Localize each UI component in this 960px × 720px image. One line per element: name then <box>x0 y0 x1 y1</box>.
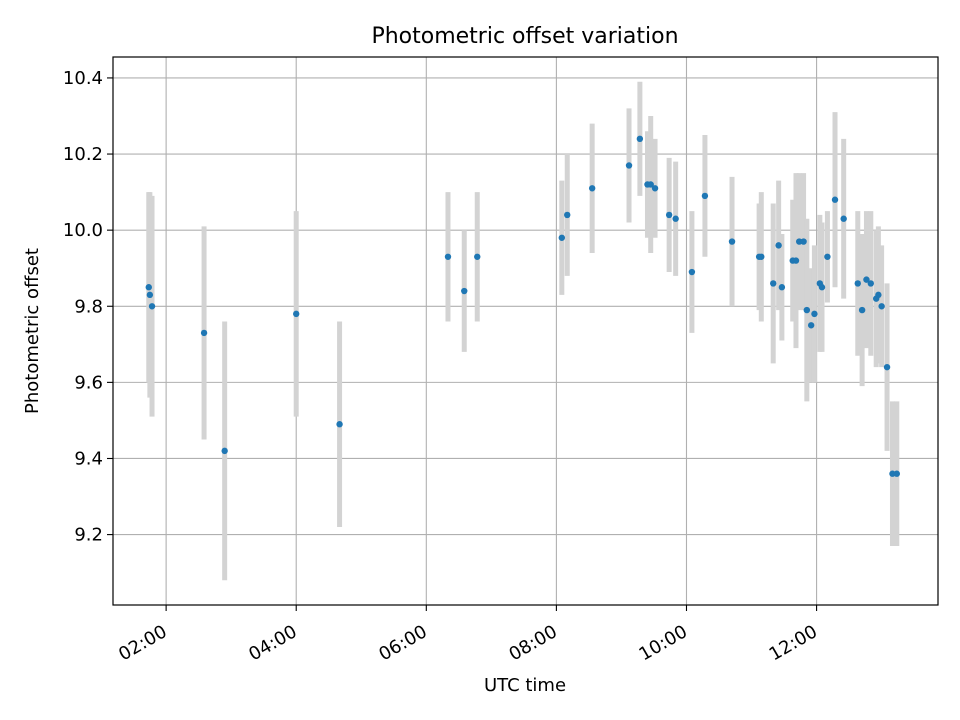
chart-title: Photometric offset variation <box>371 24 678 49</box>
data-point <box>775 242 782 249</box>
data-point <box>811 310 818 318</box>
data-point <box>818 284 826 291</box>
data-point <box>840 215 847 222</box>
data-point <box>474 253 481 260</box>
data-point <box>758 253 765 260</box>
data-point <box>647 181 654 188</box>
y-tick-label: 9.6 <box>74 372 103 393</box>
data-point <box>564 211 571 219</box>
y-axis-ticks: 9.2 9.4 9.6 9.8 10.0 10.2 10.4 <box>63 68 113 546</box>
data-point <box>778 284 786 291</box>
data-point <box>688 268 696 276</box>
data-point <box>728 238 736 245</box>
data-point <box>200 329 208 337</box>
data-point <box>146 291 154 299</box>
data-point <box>636 135 644 143</box>
y-tick-label: 10.4 <box>63 68 103 89</box>
data-point <box>293 310 300 318</box>
y-tick-label: 10.2 <box>63 144 103 165</box>
data-point <box>770 280 777 287</box>
data-point <box>701 192 709 200</box>
x-axis-label: UTC time <box>484 675 566 696</box>
data-point <box>672 215 679 222</box>
data-point <box>854 280 861 287</box>
y-tick-label: 9.4 <box>74 448 103 469</box>
data-point <box>665 211 673 219</box>
data-point <box>148 303 156 310</box>
data-point <box>831 196 839 203</box>
data-point <box>863 276 870 283</box>
data-point <box>221 447 228 455</box>
data-point <box>792 257 800 264</box>
data-point <box>875 291 882 299</box>
y-tick-label: 9.8 <box>74 296 103 317</box>
data-point <box>651 185 659 192</box>
data-point <box>893 470 901 477</box>
y-axis-label: Photometric offset <box>22 248 43 414</box>
plot-frame <box>112 56 939 606</box>
data-point <box>558 234 566 241</box>
data-point <box>867 280 874 287</box>
data-point <box>883 363 891 371</box>
data-point <box>625 162 633 169</box>
data-point <box>336 421 343 428</box>
data-points <box>145 135 901 477</box>
y-tick-label: 10.0 <box>63 220 103 241</box>
data-point <box>803 306 811 314</box>
data-point <box>145 284 152 291</box>
data-point <box>444 253 452 260</box>
data-point <box>461 287 468 295</box>
data-point <box>588 185 596 192</box>
y-tick-label: 9.2 <box>74 525 103 546</box>
data-point <box>824 253 831 260</box>
data-point <box>878 303 885 310</box>
data-point <box>858 306 866 314</box>
data-point <box>800 238 807 245</box>
data-point <box>807 322 815 329</box>
